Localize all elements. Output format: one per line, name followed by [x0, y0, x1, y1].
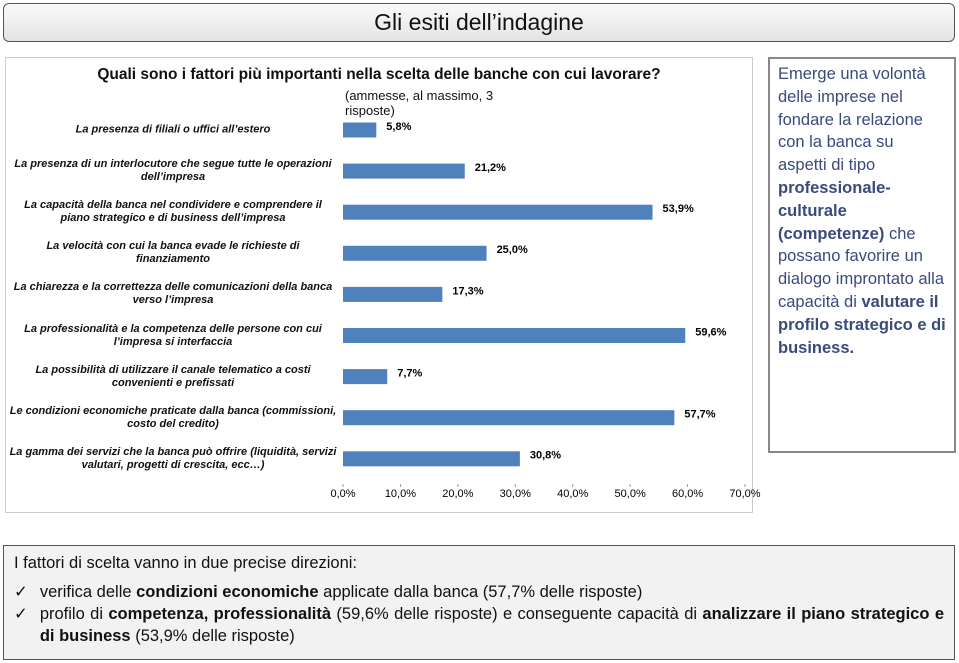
summary-box: I fattori di scelta vanno in due precise… [3, 545, 955, 660]
text: profilo di [39, 605, 109, 623]
x-tick-label: 60,0% [672, 488, 703, 500]
bar [343, 369, 388, 385]
check-icon: ✓ [14, 605, 28, 623]
emphasis: professionale-culturale (competenze) [778, 178, 891, 243]
bar [343, 410, 675, 426]
text: Emerge una volontà delle imprese nel fon… [778, 65, 926, 175]
emphasis: valutare il profilo strategico e di busi… [778, 292, 946, 357]
category-label: La presenza di un interlocutore che segu… [14, 158, 332, 184]
emphasis: condizioni economiche [136, 583, 319, 601]
x-tick-label: 10,0% [385, 488, 416, 500]
bar [343, 451, 520, 467]
bar [343, 122, 377, 138]
value-label: 7,7% [397, 368, 422, 380]
bullet-text: profilo di competenza, professionalità (… [40, 603, 944, 647]
check-icon: ✓ [14, 583, 28, 601]
chart-subtitle: (ammesse, al massimo, 3 risposte) [345, 88, 494, 118]
value-label: 53,9% [663, 203, 694, 215]
value-label: 30,8% [530, 450, 561, 462]
text: verifica delle [39, 583, 137, 601]
value-label: 59,6% [695, 326, 726, 338]
x-tick-label: 0,0% [330, 488, 355, 500]
category-label: La velocità con cui la banca evade le ri… [46, 240, 300, 266]
chart-title: Quali sono i fattori più importanti nell… [97, 66, 661, 83]
bar [343, 163, 465, 179]
category-label: La presenza di filiali o uffici all’este… [75, 123, 271, 136]
value-label: 17,3% [452, 285, 483, 297]
category-label: La possibilità di utilizzare il canale t… [35, 363, 311, 389]
side-note: Emerge una volontà delle imprese nel fon… [768, 57, 956, 453]
x-tick-label: 40,0% [557, 488, 588, 500]
bar [343, 328, 686, 343]
text: (59,6% delle risposte) e conseguente cap… [331, 605, 703, 623]
x-tick-label: 30,0% [500, 488, 531, 500]
x-tick-label: 50,0% [615, 488, 646, 500]
category-label: La chiarezza e la correttezza delle comu… [13, 281, 333, 307]
emphasis: analizzare il piano strategico e di busi… [39, 605, 944, 645]
summary-intro: I fattori di scelta vanno in due precise… [14, 554, 358, 572]
bullet: ✓ verifica delle condizioni economiche ap… [14, 581, 944, 603]
chart-frame [5, 57, 753, 513]
value-label: 21,2% [475, 162, 506, 174]
bar [343, 245, 487, 261]
value-label: 5,8% [386, 121, 411, 133]
category-label: La capacità della banca nel condividere … [24, 199, 322, 225]
value-label: 57,7% [684, 409, 715, 421]
text: (53,9% delle risposte) [130, 627, 295, 645]
bar [343, 286, 443, 302]
text: applicate dalla banca (57,7% delle rispo… [318, 583, 643, 601]
category-label: Le condizioni economiche praticate dalla… [9, 404, 337, 430]
x-tick-label: 20,0% [442, 488, 473, 500]
category-label: La gamma dei servizi che la banca può of… [9, 445, 337, 471]
text: che possano favorire un dialogo impronta… [778, 224, 945, 311]
bullet: ✓ profilo di competenza, professionalità … [14, 603, 944, 647]
emphasis: competenza, professionalità [108, 605, 332, 623]
value-label: 25,0% [497, 244, 528, 256]
category-label: La professionalità e la competenza delle… [24, 322, 322, 348]
x-tick-label: 70,0% [729, 488, 760, 500]
bullet-list: ✓ verifica delle condizioni economiche ap… [14, 581, 944, 647]
bullet-text: verifica delle condizioni economiche app… [40, 581, 643, 603]
title-bar: Gli esiti dell’indagine [3, 3, 955, 42]
bar [343, 204, 653, 220]
